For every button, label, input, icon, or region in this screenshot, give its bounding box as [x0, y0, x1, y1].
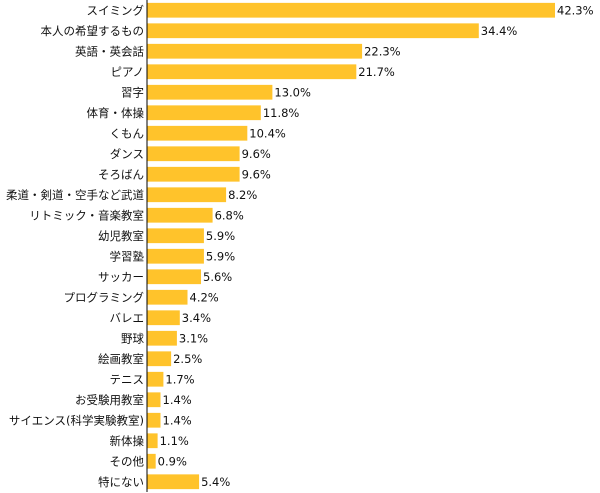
value-label: 13.0%: [274, 85, 311, 99]
category-label: リトミック・音楽教室: [29, 208, 144, 222]
value-label: 3.4%: [182, 311, 211, 325]
bar: [147, 330, 177, 346]
category-label: バレエ: [110, 311, 145, 325]
category-label: 柔道・剣道・空手など武道: [6, 188, 144, 202]
bar: [147, 125, 248, 141]
category-label: プログラミング: [64, 290, 145, 304]
value-label: 1.4%: [163, 393, 192, 407]
value-label: 6.8%: [215, 208, 244, 222]
bar: [147, 433, 158, 449]
value-label: 5.9%: [206, 249, 235, 263]
category-label: ダンス: [110, 147, 144, 161]
value-label: 8.2%: [228, 188, 257, 202]
bar: [147, 310, 180, 326]
category-label: 幼児教室: [98, 229, 144, 243]
bar: [147, 84, 273, 100]
category-label: 新体操: [110, 434, 145, 448]
bar: [147, 289, 188, 305]
bar: [147, 392, 161, 408]
category-label: 野球: [121, 331, 144, 345]
category-label: お受験用教室: [75, 393, 144, 407]
value-label: 4.2%: [190, 290, 219, 304]
value-label: 5.4%: [201, 475, 230, 489]
value-label: 11.8%: [263, 106, 300, 120]
bar: [147, 146, 240, 162]
value-label: 9.6%: [242, 167, 271, 181]
category-label: ピアノ: [111, 65, 144, 79]
category-label: くもん: [110, 126, 145, 140]
category-label: サイエンス(科学実験教室): [9, 413, 144, 427]
value-label: 10.4%: [249, 126, 286, 140]
bar: [147, 43, 363, 59]
bar: [147, 187, 227, 203]
category-label: 体育・体操: [87, 106, 145, 120]
value-label: 5.9%: [206, 229, 235, 243]
category-label: その他: [110, 454, 145, 468]
bar: [147, 371, 164, 387]
value-label: 1.4%: [163, 413, 192, 427]
value-label: 5.6%: [203, 270, 232, 284]
bar: [147, 453, 156, 469]
value-labels-group: 42.3% 34.4% 22.3% 21.7% 13.0% 11.8% 10.4% 9.6% 9…: [158, 3, 594, 489]
category-label: 特にない: [98, 475, 144, 489]
bar: [147, 166, 240, 182]
bar: [147, 2, 555, 18]
bar: [147, 207, 213, 223]
bar: [147, 351, 172, 367]
bar: [147, 269, 202, 285]
category-label: テニス: [110, 372, 145, 386]
category-label: 本人の希望するもの: [41, 24, 145, 38]
bar: [147, 64, 357, 80]
value-label: 21.7%: [358, 65, 395, 79]
bar: [147, 412, 161, 428]
bar: [147, 105, 261, 121]
bar: [147, 474, 200, 490]
bar: [147, 228, 204, 244]
value-label: 9.6%: [242, 147, 271, 161]
category-label: 英語・英会話: [75, 44, 144, 58]
bar: [147, 23, 479, 39]
value-label: 1.1%: [160, 434, 189, 448]
category-labels-group: スイミング本人の希望するもの英語・英会話ピアノ習字体育・体操くもんダンスそろばん…: [6, 3, 144, 489]
category-label: 習字: [121, 85, 144, 99]
value-label: 2.5%: [173, 352, 202, 366]
category-label: スイミング: [87, 3, 145, 17]
value-label: 42.3%: [557, 3, 594, 17]
value-label: 34.4%: [481, 24, 518, 38]
category-label: そろばん: [98, 167, 144, 181]
value-label: 1.7%: [165, 372, 194, 386]
bar: [147, 248, 204, 264]
category-label: 絵画教室: [98, 352, 144, 366]
category-label: 学習塾: [110, 249, 145, 263]
value-label: 3.1%: [179, 331, 208, 345]
value-label: 22.3%: [364, 44, 401, 58]
value-label: 0.9%: [158, 454, 187, 468]
bars-group: [147, 2, 555, 490]
category-label: サッカー: [98, 270, 144, 284]
